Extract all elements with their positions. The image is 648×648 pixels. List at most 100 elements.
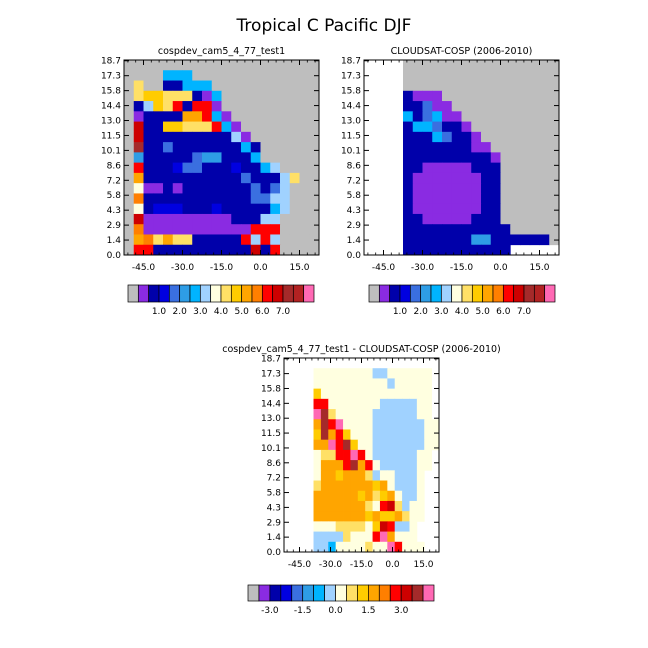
heatmap-cell bbox=[357, 429, 366, 441]
heatmap-cell bbox=[172, 101, 183, 112]
heatmap-cell bbox=[451, 152, 462, 164]
colorbar-box bbox=[335, 584, 347, 602]
colorbar-box bbox=[411, 584, 424, 602]
heatmap-cell bbox=[520, 60, 531, 71]
heatmap-cell bbox=[221, 142, 232, 153]
heatmap-cell bbox=[471, 172, 482, 184]
heatmap-cell bbox=[510, 193, 521, 205]
colorbar-box bbox=[492, 284, 504, 303]
heatmap-cell bbox=[387, 470, 396, 481]
heatmap-cell bbox=[328, 368, 337, 379]
heatmap-cell bbox=[133, 131, 144, 143]
heatmap-cell bbox=[520, 224, 531, 235]
heatmap-cell bbox=[422, 193, 433, 205]
heatmap-cell bbox=[260, 90, 271, 102]
heatmap-cell bbox=[471, 131, 482, 143]
heatmap-cell bbox=[231, 244, 242, 256]
heatmap-cell bbox=[461, 80, 472, 92]
heatmap-cell bbox=[500, 131, 511, 143]
heatmap-cell bbox=[481, 193, 492, 205]
heatmap-cell bbox=[379, 388, 388, 400]
heatmap-cell bbox=[202, 162, 213, 174]
heatmap-cell bbox=[520, 101, 531, 112]
heatmap-cell bbox=[320, 500, 329, 512]
heatmap-cell bbox=[461, 162, 472, 174]
heatmap-cell bbox=[172, 60, 183, 71]
heatmap-cell bbox=[403, 131, 414, 143]
heatmap-cell bbox=[328, 388, 337, 400]
heatmap-cell bbox=[471, 213, 482, 225]
heatmap-cell bbox=[163, 224, 174, 235]
heatmap-cell bbox=[422, 172, 433, 184]
heatmap-cell bbox=[241, 90, 252, 102]
heatmap-cell bbox=[270, 234, 281, 246]
heatmap-cell bbox=[442, 131, 453, 143]
heatmap-cell bbox=[357, 449, 366, 461]
heatmap-cell bbox=[289, 142, 300, 153]
heatmap-cell bbox=[241, 121, 252, 133]
heatmap-cell bbox=[412, 224, 423, 235]
heatmap-cell bbox=[432, 80, 443, 92]
heatmap-cell bbox=[211, 172, 222, 184]
colorbar-box bbox=[461, 284, 473, 303]
heatmap-cell bbox=[451, 131, 462, 143]
heatmap-cell bbox=[416, 388, 425, 400]
main-title: Tropical C Pacific DJF bbox=[236, 16, 412, 36]
heatmap-cell bbox=[481, 80, 492, 92]
heatmap-cell bbox=[231, 172, 242, 184]
heatmap-cell bbox=[241, 101, 252, 112]
heatmap-cell bbox=[490, 172, 501, 184]
heatmap-cell bbox=[379, 439, 388, 451]
heatmap-cell bbox=[231, 183, 242, 194]
heatmap-cell bbox=[289, 203, 300, 215]
heatmap-cell bbox=[422, 162, 433, 174]
heatmap-cell bbox=[192, 70, 203, 81]
colorbar-label: 5.0 bbox=[476, 307, 491, 317]
heatmap-cell bbox=[221, 111, 232, 122]
heatmap-cell bbox=[471, 224, 482, 235]
heatmap-cell bbox=[409, 470, 418, 481]
heatmap-cell bbox=[490, 183, 501, 194]
heatmap-cell bbox=[313, 460, 322, 471]
heatmap-cell bbox=[192, 234, 203, 246]
heatmap-cell bbox=[422, 183, 433, 194]
heatmap-cell bbox=[143, 234, 154, 246]
heatmap-cell bbox=[510, 142, 521, 153]
heatmap-cell bbox=[299, 162, 310, 174]
heatmap-cell bbox=[357, 500, 366, 512]
heatmap-cell bbox=[350, 429, 359, 441]
heatmap-cell bbox=[309, 111, 320, 122]
heatmap-cell bbox=[320, 409, 329, 420]
heatmap-cell bbox=[280, 70, 291, 81]
heatmap-cell bbox=[539, 101, 550, 112]
heatmap-cell bbox=[387, 521, 396, 532]
heatmap-cell bbox=[133, 193, 144, 205]
heatmap-cell bbox=[313, 429, 322, 441]
heatmap-cell bbox=[250, 183, 261, 194]
heatmap-cell bbox=[231, 131, 242, 143]
heatmap-cell bbox=[241, 244, 252, 256]
heatmap-cell bbox=[270, 172, 281, 184]
heatmap-cell bbox=[143, 90, 154, 102]
heatmap-cell bbox=[143, 193, 154, 205]
heatmap-cell bbox=[442, 193, 453, 205]
heatmap-cell bbox=[442, 224, 453, 235]
heatmap-cell bbox=[365, 490, 373, 502]
heatmap-cell bbox=[432, 60, 443, 71]
heatmap-cell bbox=[211, 183, 222, 194]
heatmap-cell bbox=[372, 521, 381, 532]
heatmap-cell bbox=[343, 521, 351, 532]
y-tick-label: 15.8 bbox=[341, 87, 361, 97]
heatmap-cell bbox=[309, 244, 320, 256]
heatmap-cell bbox=[211, 152, 222, 164]
heatmap-cell bbox=[270, 60, 281, 71]
heatmap-cell bbox=[153, 172, 164, 184]
heatmap-cell bbox=[520, 90, 531, 102]
heatmap-cell bbox=[412, 213, 423, 225]
heatmap-cell bbox=[481, 162, 492, 174]
heatmap-cell bbox=[221, 234, 232, 246]
heatmap-cell bbox=[394, 541, 403, 553]
heatmap-cell bbox=[260, 183, 271, 194]
y-tick-label: 8.6 bbox=[347, 161, 362, 171]
heatmap-cell bbox=[163, 152, 174, 164]
